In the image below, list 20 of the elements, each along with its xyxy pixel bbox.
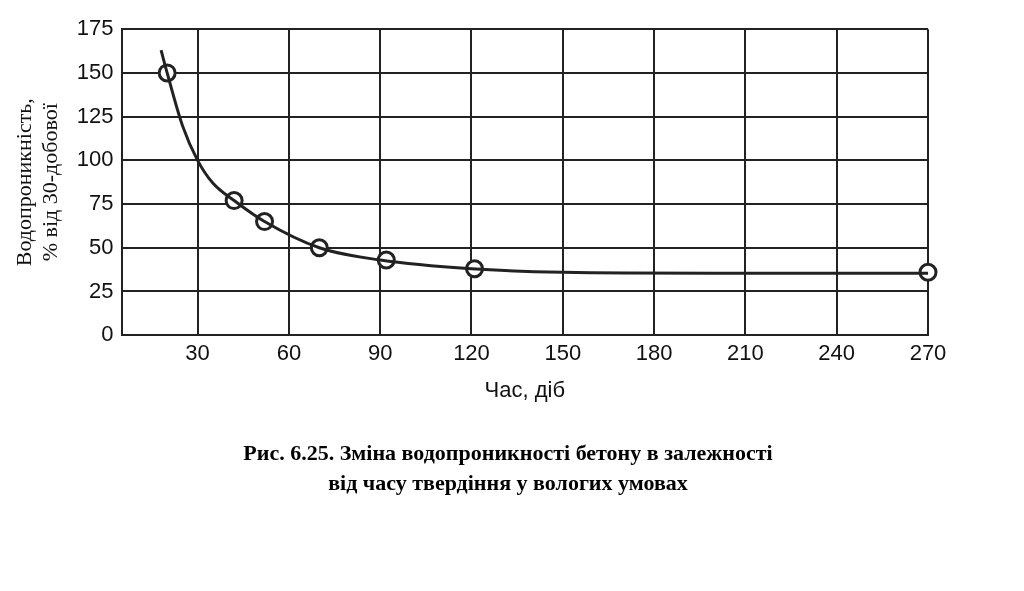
x-tick-label: 120: [453, 340, 490, 366]
x-axis-title: Час, діб: [484, 376, 565, 402]
x-tick-label: 270: [909, 340, 947, 366]
text: Рис. 6.25. Зміна водопроникності бетону в залежності від часу твердіння у вологих умовах: [242, 439, 774, 497]
x-tick-label: 240: [818, 340, 856, 366]
y-tick-label: 75: [89, 190, 114, 216]
x-tick-label: 150: [544, 340, 582, 366]
y-tick-label: 125: [76, 102, 114, 128]
x-tick-label: 90: [367, 340, 393, 366]
y-tick-label: 0: [101, 321, 114, 347]
x-tick-label: 30: [185, 340, 210, 366]
y-tick-label: 150: [76, 58, 114, 84]
x-tick-label: 210: [727, 340, 764, 366]
y-tick-label: 25: [89, 277, 114, 303]
y-tick-label: 175: [76, 15, 114, 41]
y-tick-label: 50: [89, 233, 114, 259]
x-tick-label: 60: [276, 340, 302, 366]
y-axis-title: Водопроникність, % від 30-добової: [10, 98, 63, 267]
x-tick-label: 180: [635, 340, 673, 366]
y-tick-label: 100: [76, 146, 114, 172]
